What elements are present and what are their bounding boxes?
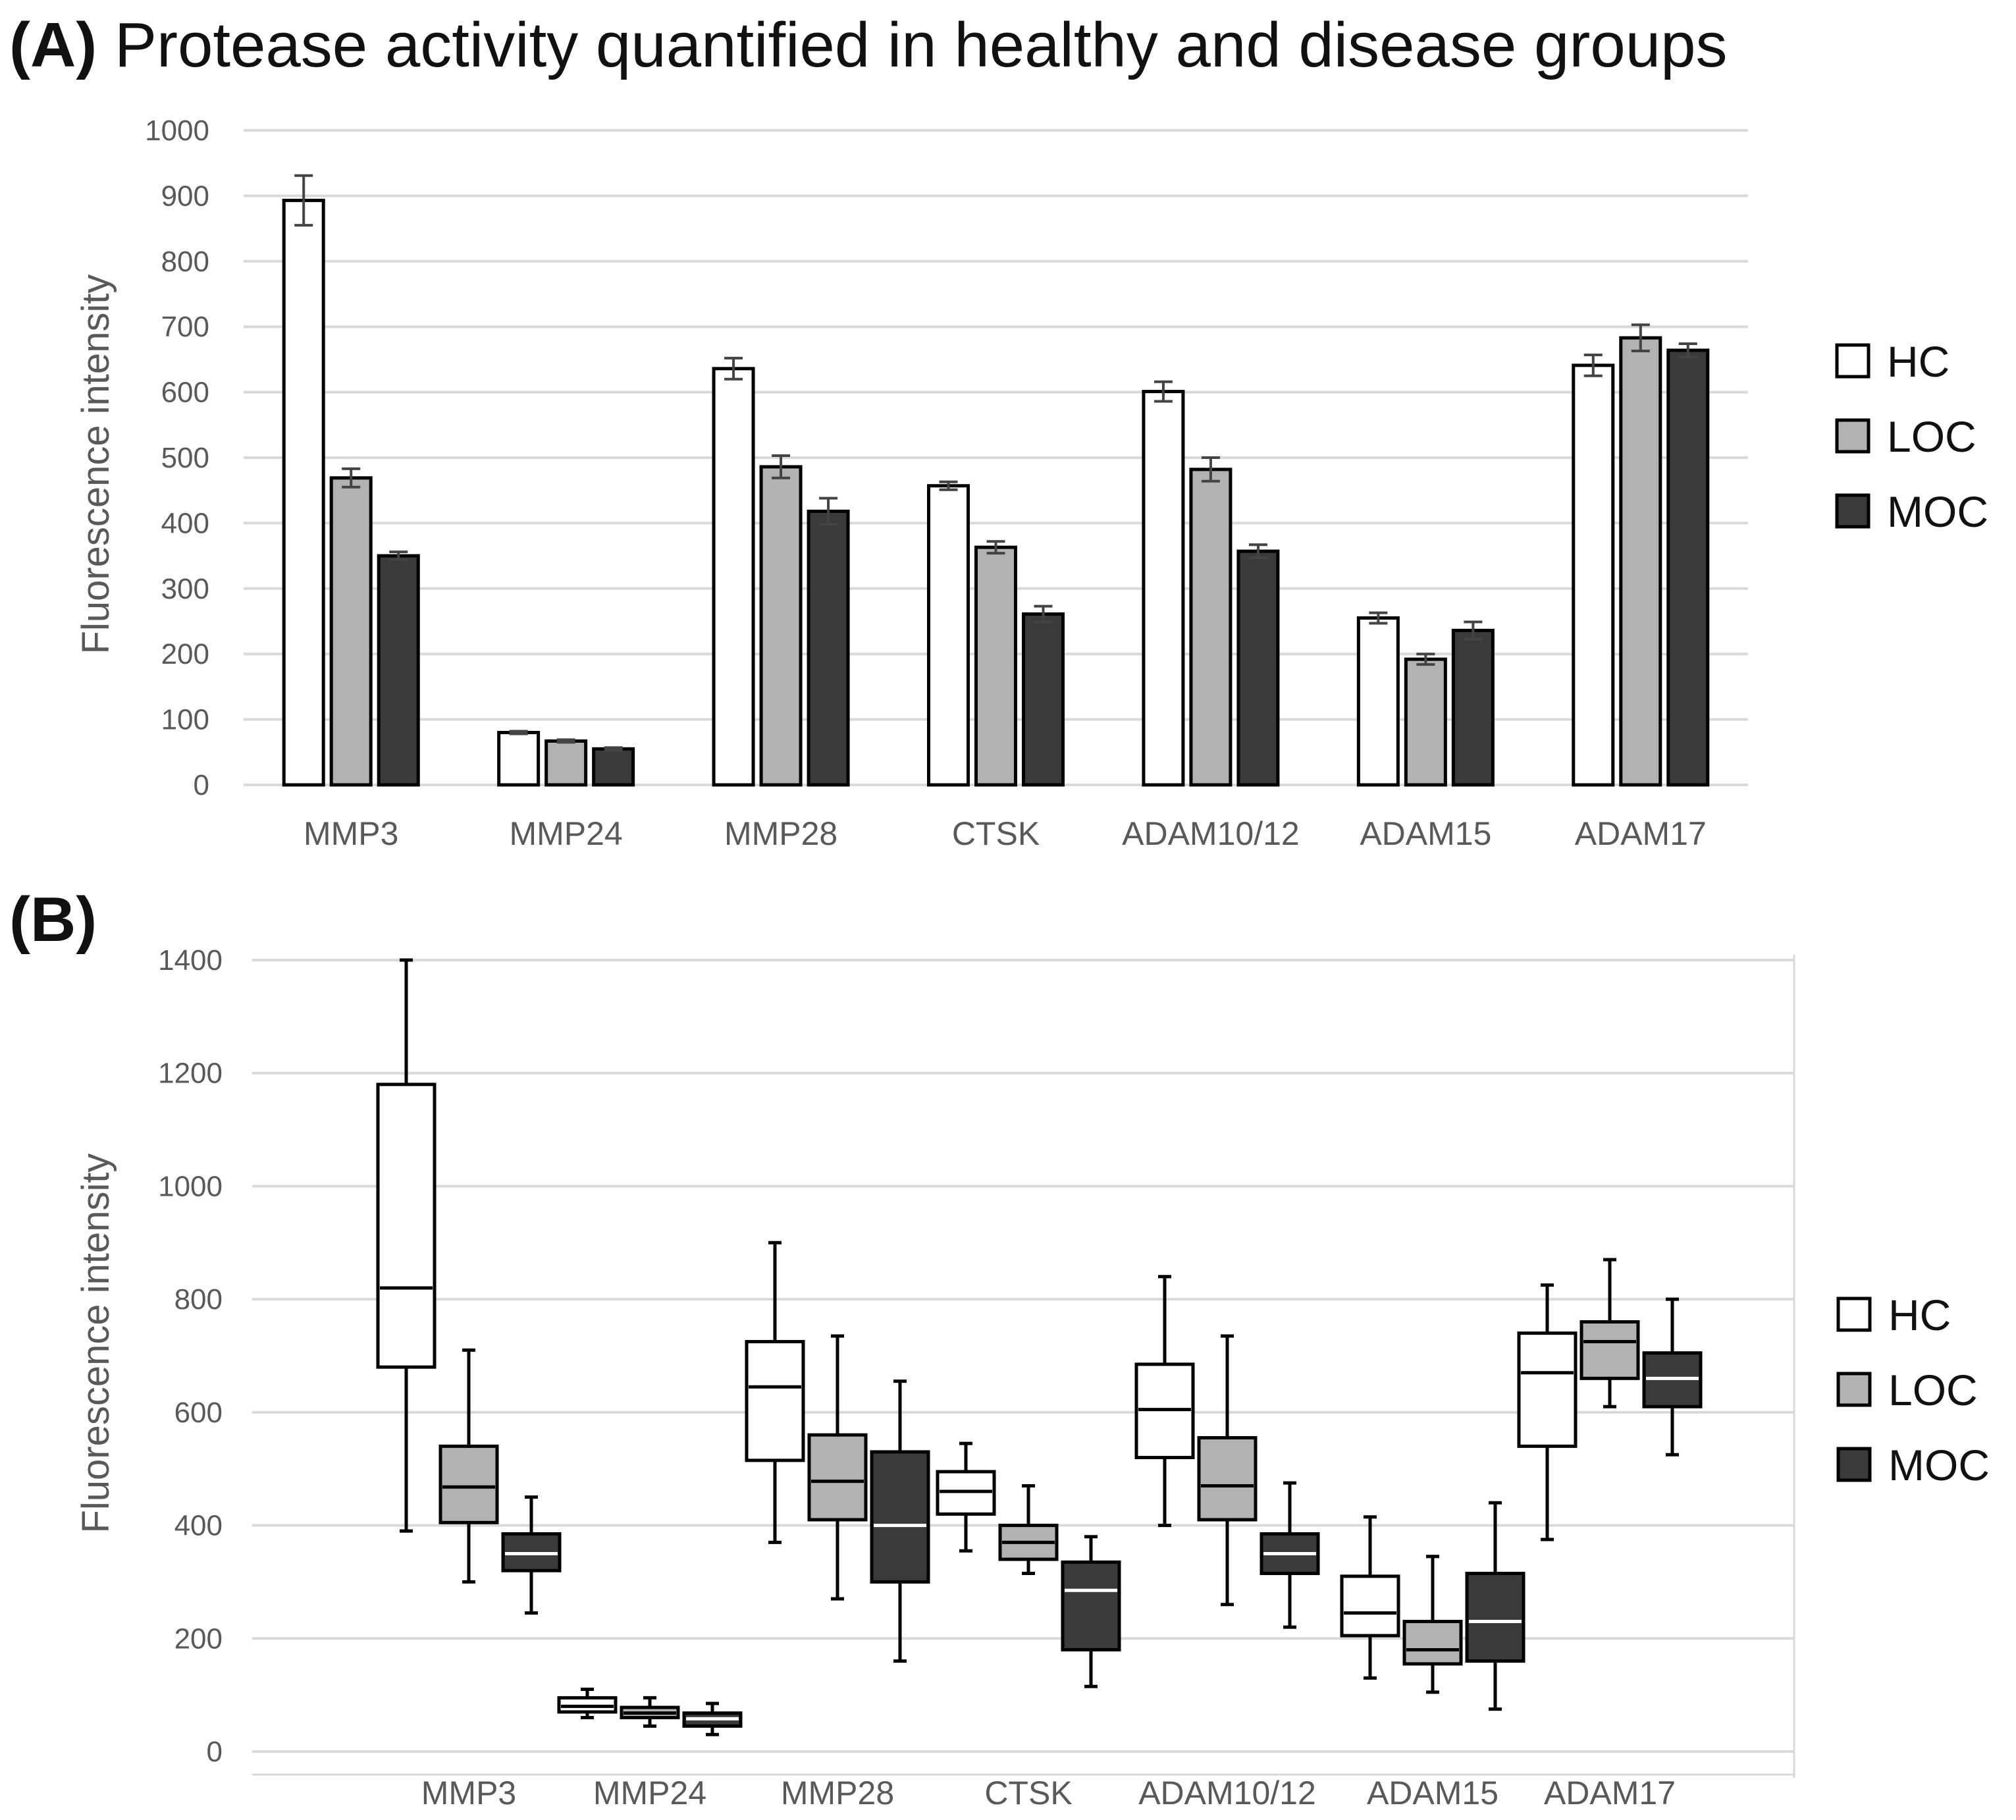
- a-y-tick-800: 800: [161, 246, 209, 278]
- a-bar-hc-mmp28: [712, 367, 755, 787]
- a-legend-swatch-moc: [1835, 493, 1870, 529]
- b-box-hc-mmp3: [376, 1083, 437, 1369]
- a-legend-label-hc: HC: [1887, 337, 1950, 386]
- a-x-tick-ctsk: CTSK: [952, 815, 1040, 852]
- a-x-tick-mmp28: MMP28: [724, 815, 837, 852]
- b-y-tick-1000: 1000: [158, 1170, 223, 1202]
- a-bar-loc-adam17: [1619, 336, 1662, 787]
- a-x-tick-adam15: ADAM15: [1360, 815, 1491, 852]
- a-bar-hc-mmp3: [282, 198, 325, 787]
- b-box-loc-mmp3: [438, 1444, 499, 1524]
- b-y-tick-1400: 1400: [158, 944, 223, 977]
- b-box-moc-ctsk: [1061, 1560, 1121, 1651]
- b-x-tick-adam17: ADAM17: [1544, 1775, 1676, 1811]
- b-box-loc-adam15: [1402, 1620, 1463, 1666]
- a-y-tick-200: 200: [161, 638, 209, 670]
- b-box-loc-mmp28: [807, 1433, 868, 1522]
- a-x-tick-mmp24: MMP24: [510, 815, 623, 852]
- b-box-hc-adam17: [1517, 1331, 1578, 1448]
- panel-a-title: (A) Protease activity quantified in heal…: [9, 9, 1727, 82]
- b-box-moc-mmp28: [870, 1450, 930, 1584]
- a-bar-hc-adam10-12: [1142, 390, 1185, 787]
- a-legend-label-loc: LOC: [1887, 412, 1976, 461]
- b-y-tick-600: 600: [174, 1397, 223, 1429]
- a-y-tick-300: 300: [161, 573, 209, 605]
- b-legend-swatch-hc: [1836, 1297, 1872, 1332]
- b-y-tick-400: 400: [174, 1510, 223, 1542]
- b-x-tick-mmp24: MMP24: [593, 1775, 706, 1811]
- a-y-axis-label: Fluorescence intensity: [74, 274, 117, 654]
- b-y-tick-0: 0: [207, 1736, 223, 1768]
- b-legend-label-hc: HC: [1888, 1291, 1951, 1339]
- b-box-hc-adam15: [1340, 1574, 1400, 1638]
- b-box-loc-adam17: [1579, 1320, 1640, 1380]
- a-y-tick-700: 700: [161, 311, 209, 343]
- panel-a-label: (A): [9, 10, 97, 80]
- a-y-tick-100: 100: [161, 704, 209, 736]
- a-bar-moc-mmp3: [377, 554, 420, 787]
- a-y-tick-500: 500: [161, 442, 209, 474]
- b-box-loc-adam10-12: [1197, 1435, 1258, 1522]
- a-y-tick-900: 900: [161, 180, 209, 212]
- chart-a-title: Protease activity quantified in healthy …: [114, 10, 1728, 80]
- a-legend-label-moc: MOC: [1887, 487, 1988, 536]
- a-y-tick-1000: 1000: [145, 115, 209, 147]
- b-legend-label-moc: MOC: [1888, 1441, 1990, 1489]
- a-y-tick-400: 400: [161, 507, 209, 539]
- bar-chart: 0 100 200 300 400 500 600 700 800 900 1000 Fluoresc…: [74, 115, 1988, 852]
- a-y-tick-0: 0: [194, 769, 209, 801]
- a-bar-loc-mmp24: [544, 739, 588, 787]
- b-x-tick-mmp28: MMP28: [781, 1775, 894, 1811]
- a-x-tick-adam17: ADAM17: [1575, 815, 1707, 852]
- a-y-tick-600: 600: [161, 377, 209, 409]
- b-x-tick-adam10-12: ADAM10/12: [1138, 1775, 1316, 1811]
- a-bar-moc-adam17: [1666, 348, 1710, 787]
- b-legend-swatch-moc: [1836, 1447, 1872, 1482]
- b-y-axis-label: Fluorescence intensity: [74, 1153, 117, 1533]
- b-legend-swatch-loc: [1836, 1372, 1872, 1407]
- b-legend-label-loc: LOC: [1888, 1366, 1978, 1414]
- b-box-moc-adam15: [1465, 1572, 1525, 1663]
- b-x-tick-mmp3: MMP3: [421, 1775, 516, 1811]
- a-legend-swatch-loc: [1835, 418, 1870, 454]
- a-bar-moc-mmp24: [592, 747, 635, 787]
- a-bar-hc-adam15: [1356, 616, 1400, 787]
- b-y-tick-200: 200: [174, 1622, 223, 1655]
- a-x-tick-mmp3: MMP3: [304, 815, 398, 852]
- a-bar-hc-adam17: [1572, 363, 1615, 787]
- a-bar-loc-adam10-12: [1189, 468, 1233, 787]
- b-x-tick-adam15: ADAM15: [1367, 1775, 1499, 1811]
- panel-b-label: (B): [9, 884, 97, 955]
- b-y-tick-800: 800: [174, 1283, 223, 1316]
- b-y-tick-1200: 1200: [158, 1057, 223, 1090]
- a-x-tick-adam10-12: ADAM10/12: [1122, 815, 1300, 852]
- b-x-tick-ctsk: CTSK: [984, 1775, 1072, 1811]
- a-legend-swatch-hc: [1835, 343, 1870, 379]
- a-bar-loc-mmp28: [759, 465, 803, 787]
- panel-b-title: (B): [9, 884, 97, 956]
- b-box-hc-mmp28: [745, 1340, 805, 1462]
- a-bar-hc-mmp24: [497, 730, 541, 787]
- a-bar-moc-mmp28: [807, 510, 850, 787]
